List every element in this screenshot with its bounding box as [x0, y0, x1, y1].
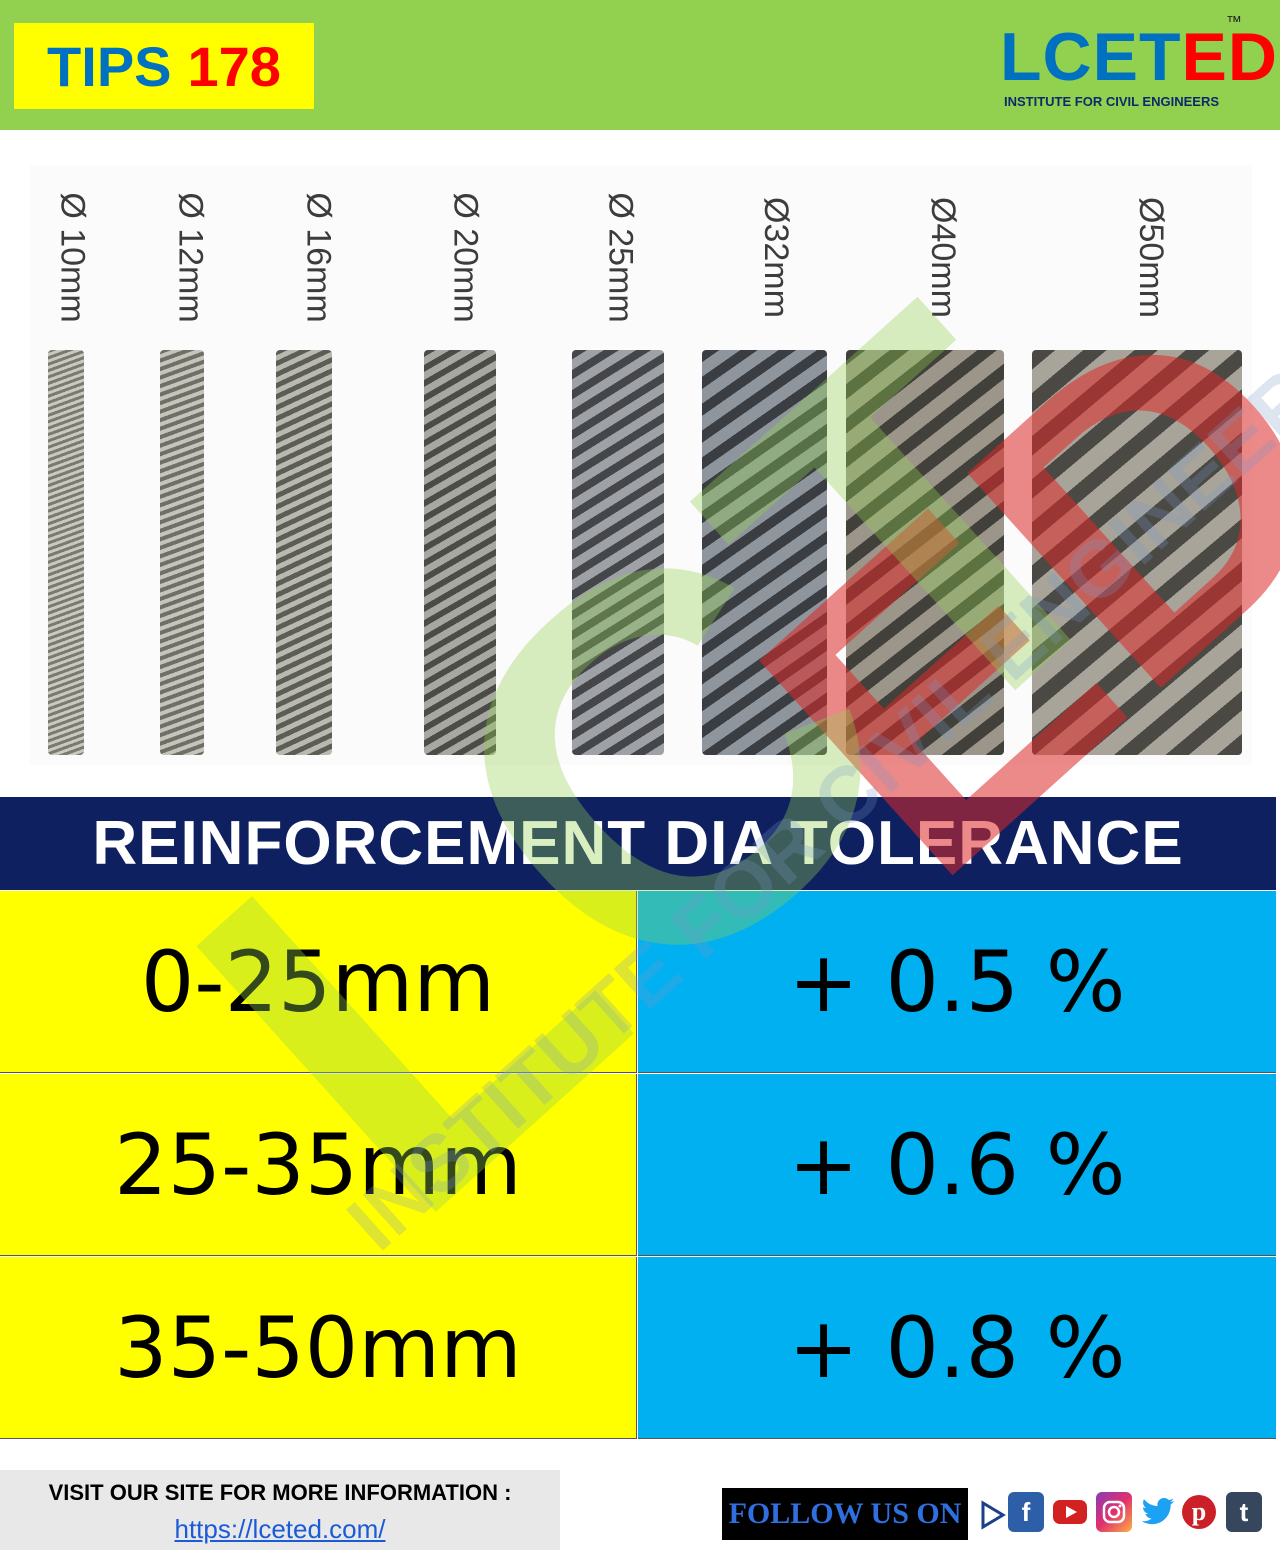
range-cell: 25-35mm [0, 1074, 637, 1256]
instagram-icon[interactable] [1096, 1492, 1132, 1532]
rebar-photo: Ø 10mm Ø 12mm Ø 16mm Ø 20mm Ø 25mm Ø32mm… [30, 165, 1252, 765]
table-row: 0-25mm + 0.5 % [0, 891, 1276, 1073]
range-cell: 0-25mm [0, 891, 637, 1073]
rebar-12mm [160, 350, 204, 755]
pinterest-icon[interactable]: p [1182, 1495, 1216, 1529]
site-link[interactable]: https://lceted.com/ [174, 1514, 386, 1544]
rebar-label-32: Ø32mm [756, 196, 795, 318]
rebar-label-50: Ø50mm [1131, 196, 1170, 318]
follow-us-label: FOLLOW US ON [722, 1488, 968, 1540]
lceted-logo: LCETED ™ INSTITUTE FOR CIVIL ENGINEERS [1000, 14, 1277, 118]
table-row: 35-50mm + 0.8 % [0, 1257, 1276, 1439]
rebar-25mm [572, 350, 664, 755]
rebar-label-16: Ø 16mm [299, 191, 338, 323]
logo-blue-text: LCET [1000, 19, 1182, 95]
rebar-label-12: Ø 12mm [171, 191, 210, 323]
logo-red-text: ED [1181, 19, 1279, 95]
trademark-symbol: ™ [1226, 14, 1242, 31]
visit-site-box: VISIT OUR SITE FOR MORE INFORMATION : ht… [0, 1470, 560, 1550]
rebar-50mm [1032, 350, 1242, 755]
tumblr-icon[interactable]: t [1226, 1492, 1262, 1532]
twitter-icon[interactable] [1140, 1492, 1176, 1532]
tolerance-cell: + 0.6 % [638, 1074, 1276, 1256]
tips-badge: TIPS 178 [14, 23, 314, 109]
tolerance-table: 0-25mm + 0.5 % 25-35mm + 0.6 % 35-50mm +… [0, 891, 1276, 1440]
tolerance-cell: + 0.5 % [638, 891, 1276, 1073]
rebar-label-25: Ø 25mm [601, 191, 640, 323]
tolerance-cell: + 0.8 % [638, 1257, 1276, 1439]
tips-word: TIPS [47, 34, 172, 98]
rebar-32mm [702, 350, 827, 755]
rebar-label-10: Ø 10mm [53, 191, 92, 323]
logo-mark: LCETED [1000, 18, 1277, 96]
range-cell: 35-50mm [0, 1257, 637, 1439]
youtube-icon[interactable] [1052, 1492, 1088, 1532]
facebook-icon[interactable]: f [1008, 1492, 1044, 1532]
rebar-20mm [424, 350, 496, 755]
rebar-16mm [276, 350, 332, 755]
rebar-label-40: Ø40mm [923, 196, 962, 318]
header-banner: TIPS 178 LCETED ™ INSTITUTE FOR CIVIL EN… [0, 0, 1280, 130]
visit-text: VISIT OUR SITE FOR MORE INFORMATION : [48, 1480, 512, 1505]
rebar-40mm [846, 350, 1004, 755]
table-title: REINFORCEMENT DIA TOLERANCE [0, 797, 1276, 890]
play-icon [981, 1500, 1006, 1530]
table-row: 25-35mm + 0.6 % [0, 1074, 1276, 1256]
rebar-label-20: Ø 20mm [446, 191, 485, 323]
logo-tagline: INSTITUTE FOR CIVIL ENGINEERS [1004, 94, 1220, 109]
rebar-10mm [48, 350, 84, 755]
tips-number: 178 [187, 34, 281, 98]
